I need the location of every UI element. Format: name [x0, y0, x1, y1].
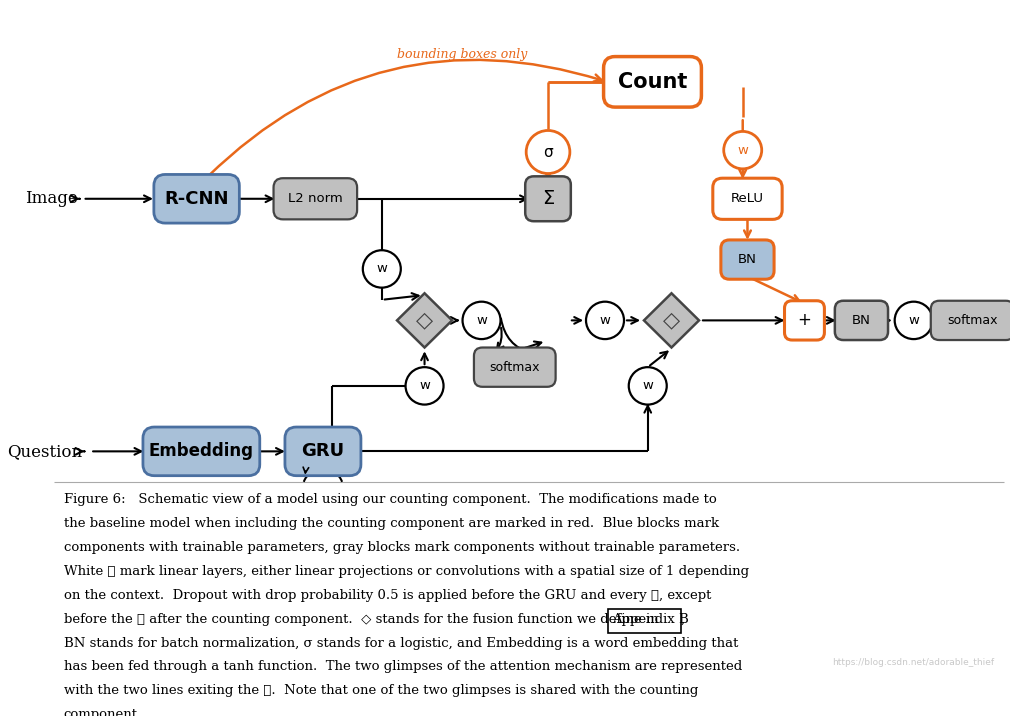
Circle shape [363, 250, 400, 288]
Circle shape [405, 367, 444, 405]
Text: Appendix B: Appendix B [612, 613, 688, 626]
Text: ◇: ◇ [416, 311, 433, 330]
Polygon shape [644, 294, 699, 347]
Text: https://blog.csdn.net/adorable_thief: https://blog.csdn.net/adorable_thief [832, 657, 995, 667]
Text: components with trainable parameters, gray blocks mark components without traina: components with trainable parameters, gr… [64, 541, 740, 554]
Text: component.: component. [64, 708, 142, 716]
Text: w: w [420, 379, 430, 392]
Text: BN stands for batch normalization, σ stands for a logistic, and Embedding is a w: BN stands for batch normalization, σ sta… [64, 637, 738, 649]
Circle shape [724, 132, 761, 169]
Text: has been fed through a tanh function.  The two glimpses of the attention mechani: has been fed through a tanh function. Th… [64, 660, 742, 674]
FancyBboxPatch shape [143, 427, 260, 475]
Text: $\Sigma$: $\Sigma$ [542, 189, 554, 208]
Text: on the context.  Dropout with drop probability 0.5 is applied before the GRU and: on the context. Dropout with drop probab… [64, 589, 711, 602]
FancyBboxPatch shape [713, 178, 783, 219]
Text: Question: Question [7, 443, 83, 460]
FancyBboxPatch shape [154, 175, 240, 223]
FancyBboxPatch shape [785, 301, 824, 340]
FancyBboxPatch shape [721, 240, 774, 279]
Polygon shape [397, 294, 452, 347]
Text: ReLU: ReLU [731, 193, 764, 205]
FancyBboxPatch shape [526, 176, 571, 221]
Text: +: + [798, 311, 812, 329]
Text: GRU: GRU [301, 442, 345, 460]
FancyBboxPatch shape [604, 57, 702, 107]
Text: bounding boxes only: bounding boxes only [397, 48, 528, 62]
Text: w: w [908, 314, 919, 327]
Text: BN: BN [852, 314, 870, 327]
Text: w: w [642, 379, 653, 392]
FancyBboxPatch shape [474, 347, 556, 387]
Text: softmax: softmax [947, 314, 998, 327]
Circle shape [586, 301, 624, 339]
Text: Count: Count [618, 72, 687, 92]
Text: Embedding: Embedding [149, 442, 254, 460]
FancyBboxPatch shape [835, 301, 888, 340]
Circle shape [629, 367, 666, 405]
Text: White Ⓦ mark linear layers, either linear projections or convolutions with a spa: White Ⓦ mark linear layers, either linea… [64, 565, 749, 578]
FancyBboxPatch shape [274, 178, 357, 219]
Text: the baseline model when including the counting component are marked in red.  Blu: the baseline model when including the co… [64, 517, 719, 531]
Text: BN: BN [738, 253, 757, 266]
Circle shape [895, 301, 933, 339]
Text: w: w [737, 144, 748, 157]
Circle shape [463, 301, 500, 339]
Text: Image: Image [25, 190, 78, 207]
Circle shape [526, 130, 570, 173]
Text: Figure 6:   Schematic view of a model using our counting component.  The modific: Figure 6: Schematic view of a model usin… [64, 493, 717, 506]
Text: R-CNN: R-CNN [165, 190, 228, 208]
Text: w: w [376, 263, 387, 276]
Text: softmax: softmax [489, 361, 540, 374]
FancyBboxPatch shape [285, 427, 361, 475]
Text: ,: , [681, 613, 685, 626]
Text: ◇: ◇ [663, 311, 680, 330]
Text: before the Ⓦ after the counting component.  ◇ stands for the fusion function we : before the Ⓦ after the counting componen… [64, 613, 662, 626]
Text: L2 norm: L2 norm [288, 193, 343, 205]
Text: w: w [600, 314, 611, 327]
Text: w: w [476, 314, 487, 327]
FancyBboxPatch shape [931, 301, 1011, 340]
Text: σ: σ [543, 145, 553, 160]
Text: with the two lines exiting the Ⓦ.  Note that one of the two glimpses is shared w: with the two lines exiting the Ⓦ. Note t… [64, 684, 698, 697]
